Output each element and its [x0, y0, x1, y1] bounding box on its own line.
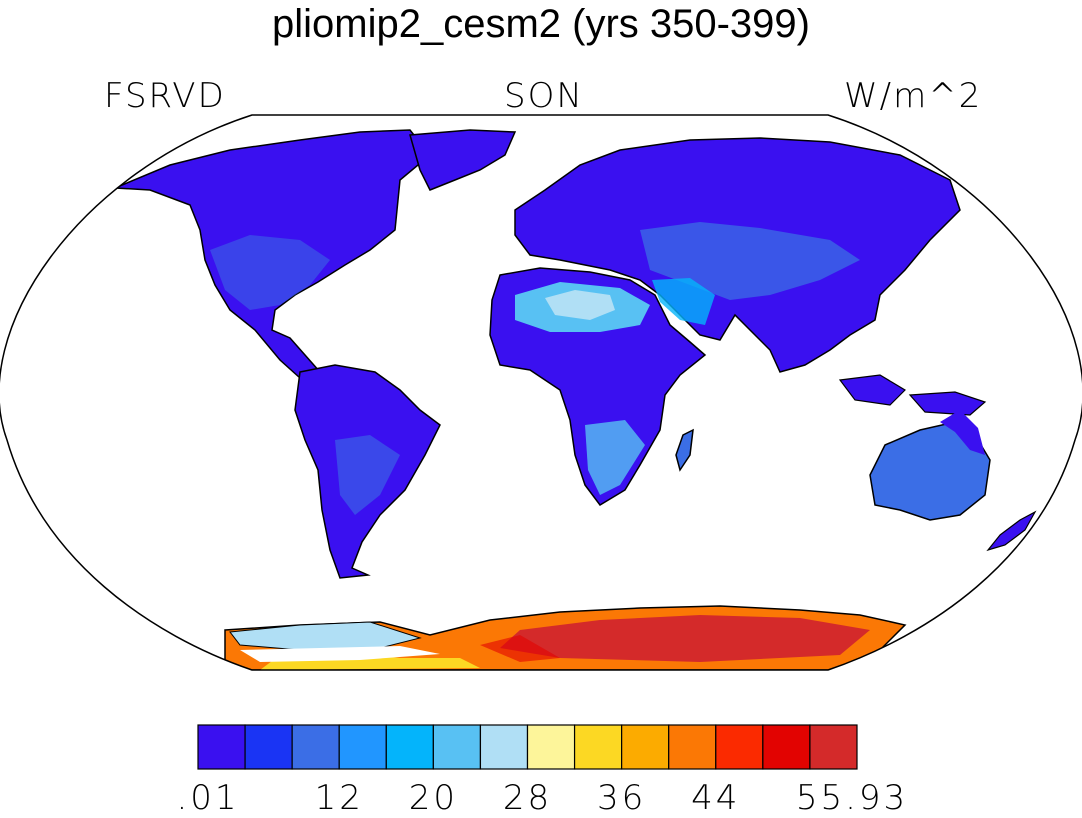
colorbar [197, 724, 858, 770]
colorbar-box [621, 724, 670, 770]
colorbar-tick-label: 28 [502, 778, 553, 818]
colorbar-box [809, 724, 858, 770]
colorbar-box [715, 724, 764, 770]
colorbar-tick-label: 44 [691, 778, 741, 818]
colorbar-box [668, 724, 717, 770]
world-map [0, 114, 1082, 671]
colorbar-box [385, 724, 434, 770]
colorbar-tick-label: 36 [597, 778, 647, 818]
colorbar-box [573, 724, 623, 770]
colorbar-box [338, 724, 387, 770]
colorbar-box [291, 724, 340, 770]
units-label: W/m^2 [844, 76, 983, 116]
colorbar-tick-label: .01 [176, 778, 240, 818]
greenland [409, 129, 517, 191]
colorbar-box [197, 724, 246, 770]
colorbar-box [526, 724, 576, 770]
colorbar-box [432, 724, 482, 770]
plot-title: pliomip2_cesm2 (yrs 350-399) [271, 2, 810, 46]
colorbar-box [762, 724, 811, 770]
colorbar-box [244, 724, 293, 770]
colorbar-tick-label: 20 [408, 778, 458, 818]
madagascar [675, 428, 694, 472]
new-zealand [986, 510, 1037, 552]
colorbar-tick-label: 55.93 [795, 778, 909, 818]
variable-label: FSRVD [104, 76, 226, 116]
colorbar-tick-label: 12 [314, 778, 364, 818]
season-label: SON [504, 76, 584, 116]
colorbar-box [479, 724, 529, 770]
map-border [0, 114, 1082, 671]
